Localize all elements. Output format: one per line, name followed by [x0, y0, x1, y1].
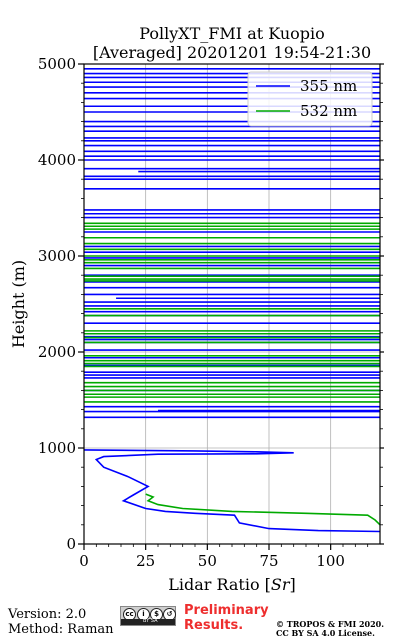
copyright-text: © TROPOS & FMI 2020. CC BY SA 4.0 Licens… [276, 620, 384, 638]
chart-title-line-2: [Averaged] 20201201 19:54-21:30 [92, 43, 372, 62]
y-tick-label: 0 [66, 535, 76, 553]
y-axis-label: Height (m) [9, 260, 28, 348]
preliminary-line-2: Results. [184, 618, 244, 633]
chart-title-line-1: PollyXT_FMI at Kuopio [139, 24, 325, 43]
preliminary-line-1: Preliminary [184, 603, 269, 618]
x-tick-label: 25 [136, 552, 155, 570]
y-tick-label: 3000 [38, 247, 76, 265]
x-axis-label: Lidar Ratio [Sr] [168, 575, 296, 594]
x-tick-label: 100 [316, 552, 345, 570]
by-icon: i [137, 608, 150, 621]
cc-strip: BY SA [121, 618, 175, 625]
y-tick-label: 1000 [38, 439, 76, 457]
series-1 [84, 222, 381, 526]
legend-label-532: 532 nm [300, 102, 357, 120]
series-0 [83, 68, 381, 533]
series-0-profile-line [83, 449, 381, 533]
sa-icon: ↺ [163, 608, 176, 621]
x-tick-label: 75 [259, 552, 278, 570]
series-layer [83, 68, 381, 533]
x-tick-label: 50 [198, 552, 217, 570]
preliminary-results-text: Preliminary Results. [184, 603, 269, 633]
cc-by-sa-badge: cc i $ ↺ BY SA [120, 606, 176, 626]
plot-frame [83, 63, 381, 545]
version-text: Version: 2.0 [8, 607, 87, 622]
copyright-line-1: © TROPOS & FMI 2020. [276, 619, 385, 629]
grid [83, 63, 380, 545]
y-tick-label: 5000 [38, 55, 76, 73]
legend-label-355: 355 nm [300, 77, 357, 95]
method-text: Method: Raman [8, 622, 114, 637]
series-1-profile-line [145, 493, 381, 526]
y-tick-label: 4000 [38, 151, 76, 169]
legend: 355 nm 532 nm [247, 71, 373, 127]
x-tick-label: 0 [79, 552, 89, 570]
y-tick-label: 2000 [38, 343, 76, 361]
copyright-line-2: CC BY SA 4.0 License. [276, 628, 375, 638]
